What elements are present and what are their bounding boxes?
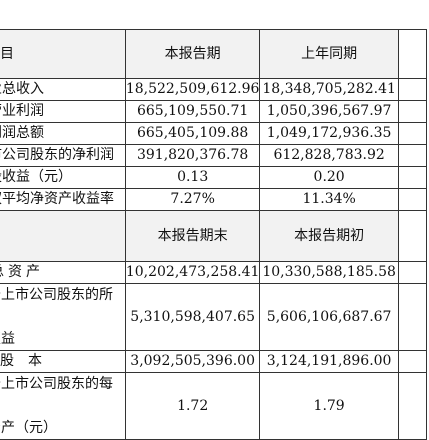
table-row: 股本 3,092,505,396.00 3,124,191,896.00 [0, 350, 428, 373]
table-edge-cell [397, 283, 428, 351]
table-row: 基本每股收益（元） 0.13 0.20 [0, 166, 428, 189]
column-header-period-end: 本报告期末 [124, 210, 261, 262]
row-label-line-1: 归属于上市公司股东的所有者 [0, 287, 113, 303]
prior-value: 1,050,396,567.97 [259, 100, 399, 123]
row-label: 基本每股收益（元） [0, 166, 126, 189]
current-value: 5,310,598,407.65 [124, 283, 261, 351]
column-header-current-period: 本报告期 [124, 29, 261, 79]
row-label: 归属于上市公司股东的每股净 资产（元） [0, 372, 126, 440]
current-value: 7.27% [124, 188, 261, 211]
current-value: 18,522,509,612.96 [124, 78, 261, 101]
table-edge-cell [397, 122, 428, 145]
table-row: 营业总收入 18,522,509,612.96 18,348,705,282.4… [0, 78, 428, 101]
current-value: 1.72 [124, 372, 261, 440]
prior-value: 1,049,172,936.35 [259, 122, 399, 145]
row-label: 营业总收入 [0, 78, 126, 101]
prior-value: 10,330,588,185.58 [259, 261, 399, 284]
current-value: 665,405,109.88 [124, 122, 261, 145]
column-header-blank [0, 210, 126, 262]
column-header-period-start: 本报告期初 [259, 210, 399, 262]
current-value: 665,109,550.71 [124, 100, 261, 123]
row-label: 利润总额 [0, 122, 126, 145]
table-row: 归属于上市公司股东的所有者 权益 5,310,598,407.65 5,606,… [0, 283, 428, 351]
prior-value: 3,124,191,896.00 [259, 350, 399, 373]
table-edge-cell [397, 78, 428, 101]
table-edge-cell [397, 350, 428, 373]
financial-summary-table: 项目 本报告期 上年同期 营业总收入 18,522,509,612.96 18,… [0, 29, 428, 440]
table-row: 营业利润 665,109,550.71 1,050,396,567.97 [0, 100, 428, 123]
table-header-row: 本报告期末 本报告期初 [0, 210, 428, 262]
row-label: 股本 [0, 350, 126, 373]
table-edge-cell [397, 144, 428, 167]
row-label-line-2: 权益 [0, 331, 15, 347]
column-header-item: 项目 [0, 29, 126, 79]
prior-value: 0.20 [259, 166, 399, 189]
row-label: 营业利润 [0, 100, 126, 123]
table-edge-cell [397, 372, 428, 440]
prior-value: 612,828,783.92 [259, 144, 399, 167]
table-edge-cell [397, 210, 428, 262]
row-label-line-1: 归属于上市公司股东的每股净 [0, 376, 113, 392]
table-edge-cell [397, 29, 428, 79]
table-header-row: 项目 本报告期 上年同期 [0, 29, 428, 79]
table-row: 加权平均净资产收益率 7.27% 11.34% [0, 188, 428, 211]
table-edge-cell [397, 166, 428, 189]
row-label: 加权平均净资产收益率 [0, 188, 126, 211]
row-label: 归属于上市公司股东的所有者 权益 [0, 283, 126, 351]
prior-value: 18,348,705,282.41 [259, 78, 399, 101]
table-row: 总资产 10,202,473,258.41 10,330,588,185.58 [0, 261, 428, 284]
table-edge-cell [397, 100, 428, 123]
row-label-line-2: 资产（元） [0, 420, 57, 436]
current-value: 391,820,376.78 [124, 144, 261, 167]
current-value: 3,092,505,396.00 [124, 350, 261, 373]
row-label: 归属于上市公司股东的净利润 [0, 144, 126, 167]
row-label: 总资产 [0, 261, 126, 284]
column-header-prior-period: 上年同期 [259, 29, 399, 79]
table-edge-cell [397, 188, 428, 211]
prior-value: 1.79 [259, 372, 399, 440]
table-edge-cell [397, 261, 428, 284]
current-value: 10,202,473,258.41 [124, 261, 261, 284]
prior-value: 5,606,106,687.67 [259, 283, 399, 351]
current-value: 0.13 [124, 166, 261, 189]
table-row: 利润总额 665,405,109.88 1,049,172,936.35 [0, 122, 428, 145]
prior-value: 11.34% [259, 188, 399, 211]
table-row: 归属于上市公司股东的每股净 资产（元） 1.72 1.79 [0, 372, 428, 440]
table-row: 归属于上市公司股东的净利润 391,820,376.78 612,828,783… [0, 144, 428, 167]
